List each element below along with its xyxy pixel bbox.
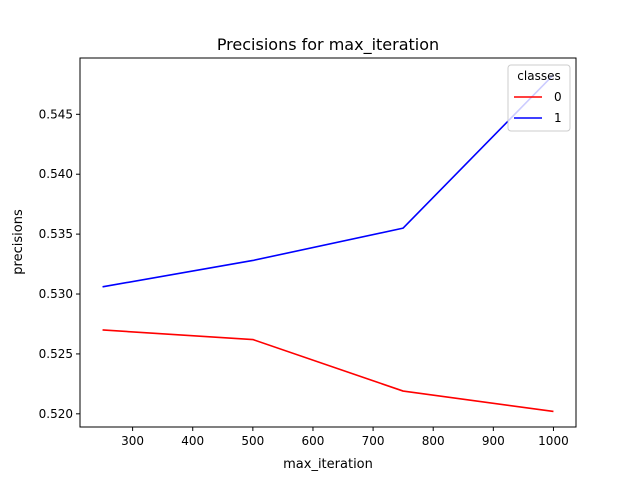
legend-label-1: 1 [554, 111, 562, 125]
x-tick-label: 800 [422, 434, 445, 448]
legend: classes 01 [507, 64, 571, 132]
chart-title: Precisions for max_iteration [217, 35, 439, 55]
legend-title: classes [517, 69, 560, 83]
y-tick-label: 0.540 [39, 167, 73, 181]
y-tick-label: 0.525 [39, 347, 73, 361]
x-tick-label: 500 [241, 434, 264, 448]
x-tick-label: 700 [362, 434, 385, 448]
x-tick-label: 600 [302, 434, 325, 448]
y-tick-label: 0.535 [39, 227, 73, 241]
x-tick-label: 900 [482, 434, 505, 448]
plot-area [102, 74, 555, 413]
series-line-0 [102, 329, 554, 413]
y-tick-label: 0.520 [39, 407, 73, 421]
legend-box [507, 64, 571, 132]
x-tick-label: 400 [181, 434, 204, 448]
x-tick-label: 300 [121, 434, 144, 448]
series-line-1 [102, 74, 555, 288]
x-axis-label: max_iteration [283, 457, 373, 472]
x-tick-label: 1000 [538, 434, 569, 448]
y-tick-label: 0.545 [39, 107, 73, 121]
plot-frame [79, 57, 577, 428]
x-axis-ticks: 300 400 500 600 700 800 900 1000 [121, 427, 569, 448]
legend-label-0: 0 [554, 90, 562, 104]
y-axis-ticks: 0.520 0.525 0.530 0.535 0.540 0.545 [39, 107, 80, 421]
y-tick-label: 0.530 [39, 287, 73, 301]
y-axis-label: precisions [11, 209, 26, 275]
legend-entries: 01 [514, 90, 562, 125]
